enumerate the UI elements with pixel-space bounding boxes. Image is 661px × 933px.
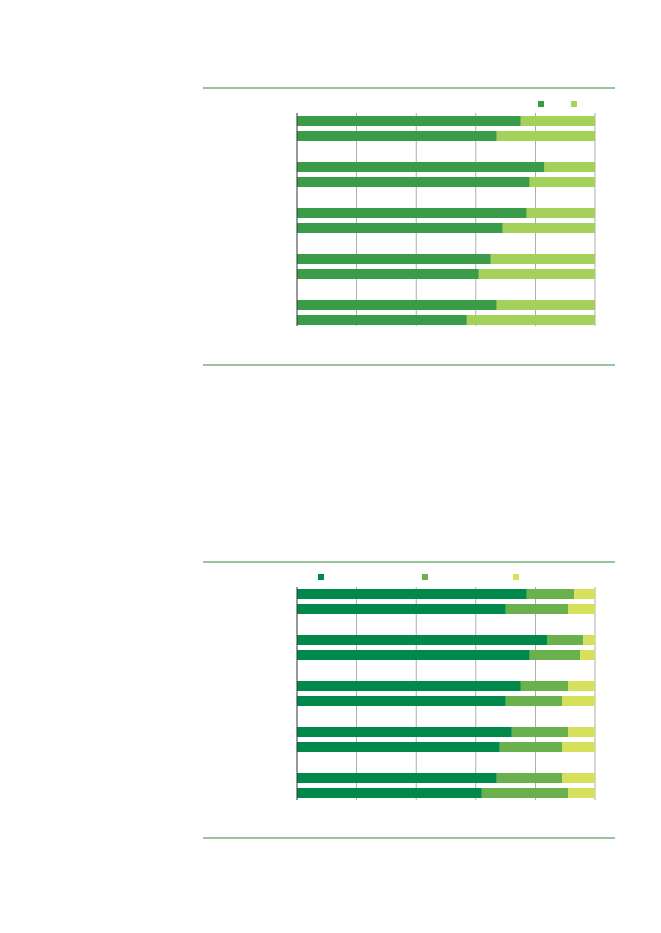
bar-segment bbox=[297, 773, 497, 783]
bar-segment bbox=[568, 727, 595, 737]
bar-segment bbox=[297, 681, 521, 691]
bar-segment bbox=[297, 131, 497, 141]
bar-segment bbox=[466, 315, 595, 325]
bar-segment bbox=[526, 589, 575, 599]
legend-marker bbox=[538, 101, 544, 107]
bar-segment bbox=[496, 300, 595, 310]
bar-segment bbox=[511, 727, 569, 737]
bar-segment bbox=[505, 604, 569, 614]
bar-segment bbox=[297, 696, 506, 706]
bar-segment bbox=[297, 788, 482, 798]
legend-marker bbox=[571, 101, 577, 107]
bar-segment bbox=[520, 681, 569, 691]
bar-segment bbox=[297, 208, 527, 218]
bar-segment bbox=[568, 788, 595, 798]
legend-marker bbox=[422, 574, 428, 580]
bar-segment bbox=[499, 742, 563, 752]
bar-segment bbox=[568, 604, 595, 614]
bar-segment bbox=[544, 162, 595, 172]
bar-segment bbox=[297, 116, 521, 126]
legend-marker bbox=[513, 574, 519, 580]
bar-segment bbox=[297, 650, 530, 660]
bar-segment bbox=[297, 254, 491, 264]
bar-segment bbox=[526, 208, 595, 218]
bar-segment bbox=[574, 589, 595, 599]
bar-segment bbox=[562, 773, 595, 783]
bar-segment bbox=[496, 131, 595, 141]
bar-segment bbox=[580, 650, 595, 660]
bar-segment bbox=[481, 788, 569, 798]
bar-segment bbox=[297, 742, 500, 752]
bar-segment bbox=[297, 315, 467, 325]
bar-segment bbox=[496, 773, 563, 783]
bar-segment bbox=[297, 177, 530, 187]
legend-marker bbox=[318, 574, 324, 580]
bar-segment bbox=[297, 269, 479, 279]
bar-segment bbox=[529, 177, 595, 187]
bar-segment bbox=[568, 681, 595, 691]
bar-segment bbox=[297, 300, 497, 310]
bar-segment bbox=[529, 650, 581, 660]
bar-segment bbox=[502, 223, 595, 233]
bar-segment bbox=[297, 635, 548, 645]
bar-segment bbox=[478, 269, 595, 279]
bar-segment bbox=[562, 742, 595, 752]
bar-segment bbox=[520, 116, 595, 126]
bar-segment bbox=[297, 589, 527, 599]
bar-segment bbox=[297, 604, 506, 614]
bar-segment bbox=[490, 254, 595, 264]
bar-segment bbox=[505, 696, 563, 706]
bar-segment bbox=[562, 696, 595, 706]
bar-segment bbox=[297, 727, 512, 737]
bar-segment bbox=[583, 635, 595, 645]
bar-segment bbox=[297, 223, 503, 233]
bar-segment bbox=[547, 635, 584, 645]
bar-segment bbox=[297, 162, 545, 172]
